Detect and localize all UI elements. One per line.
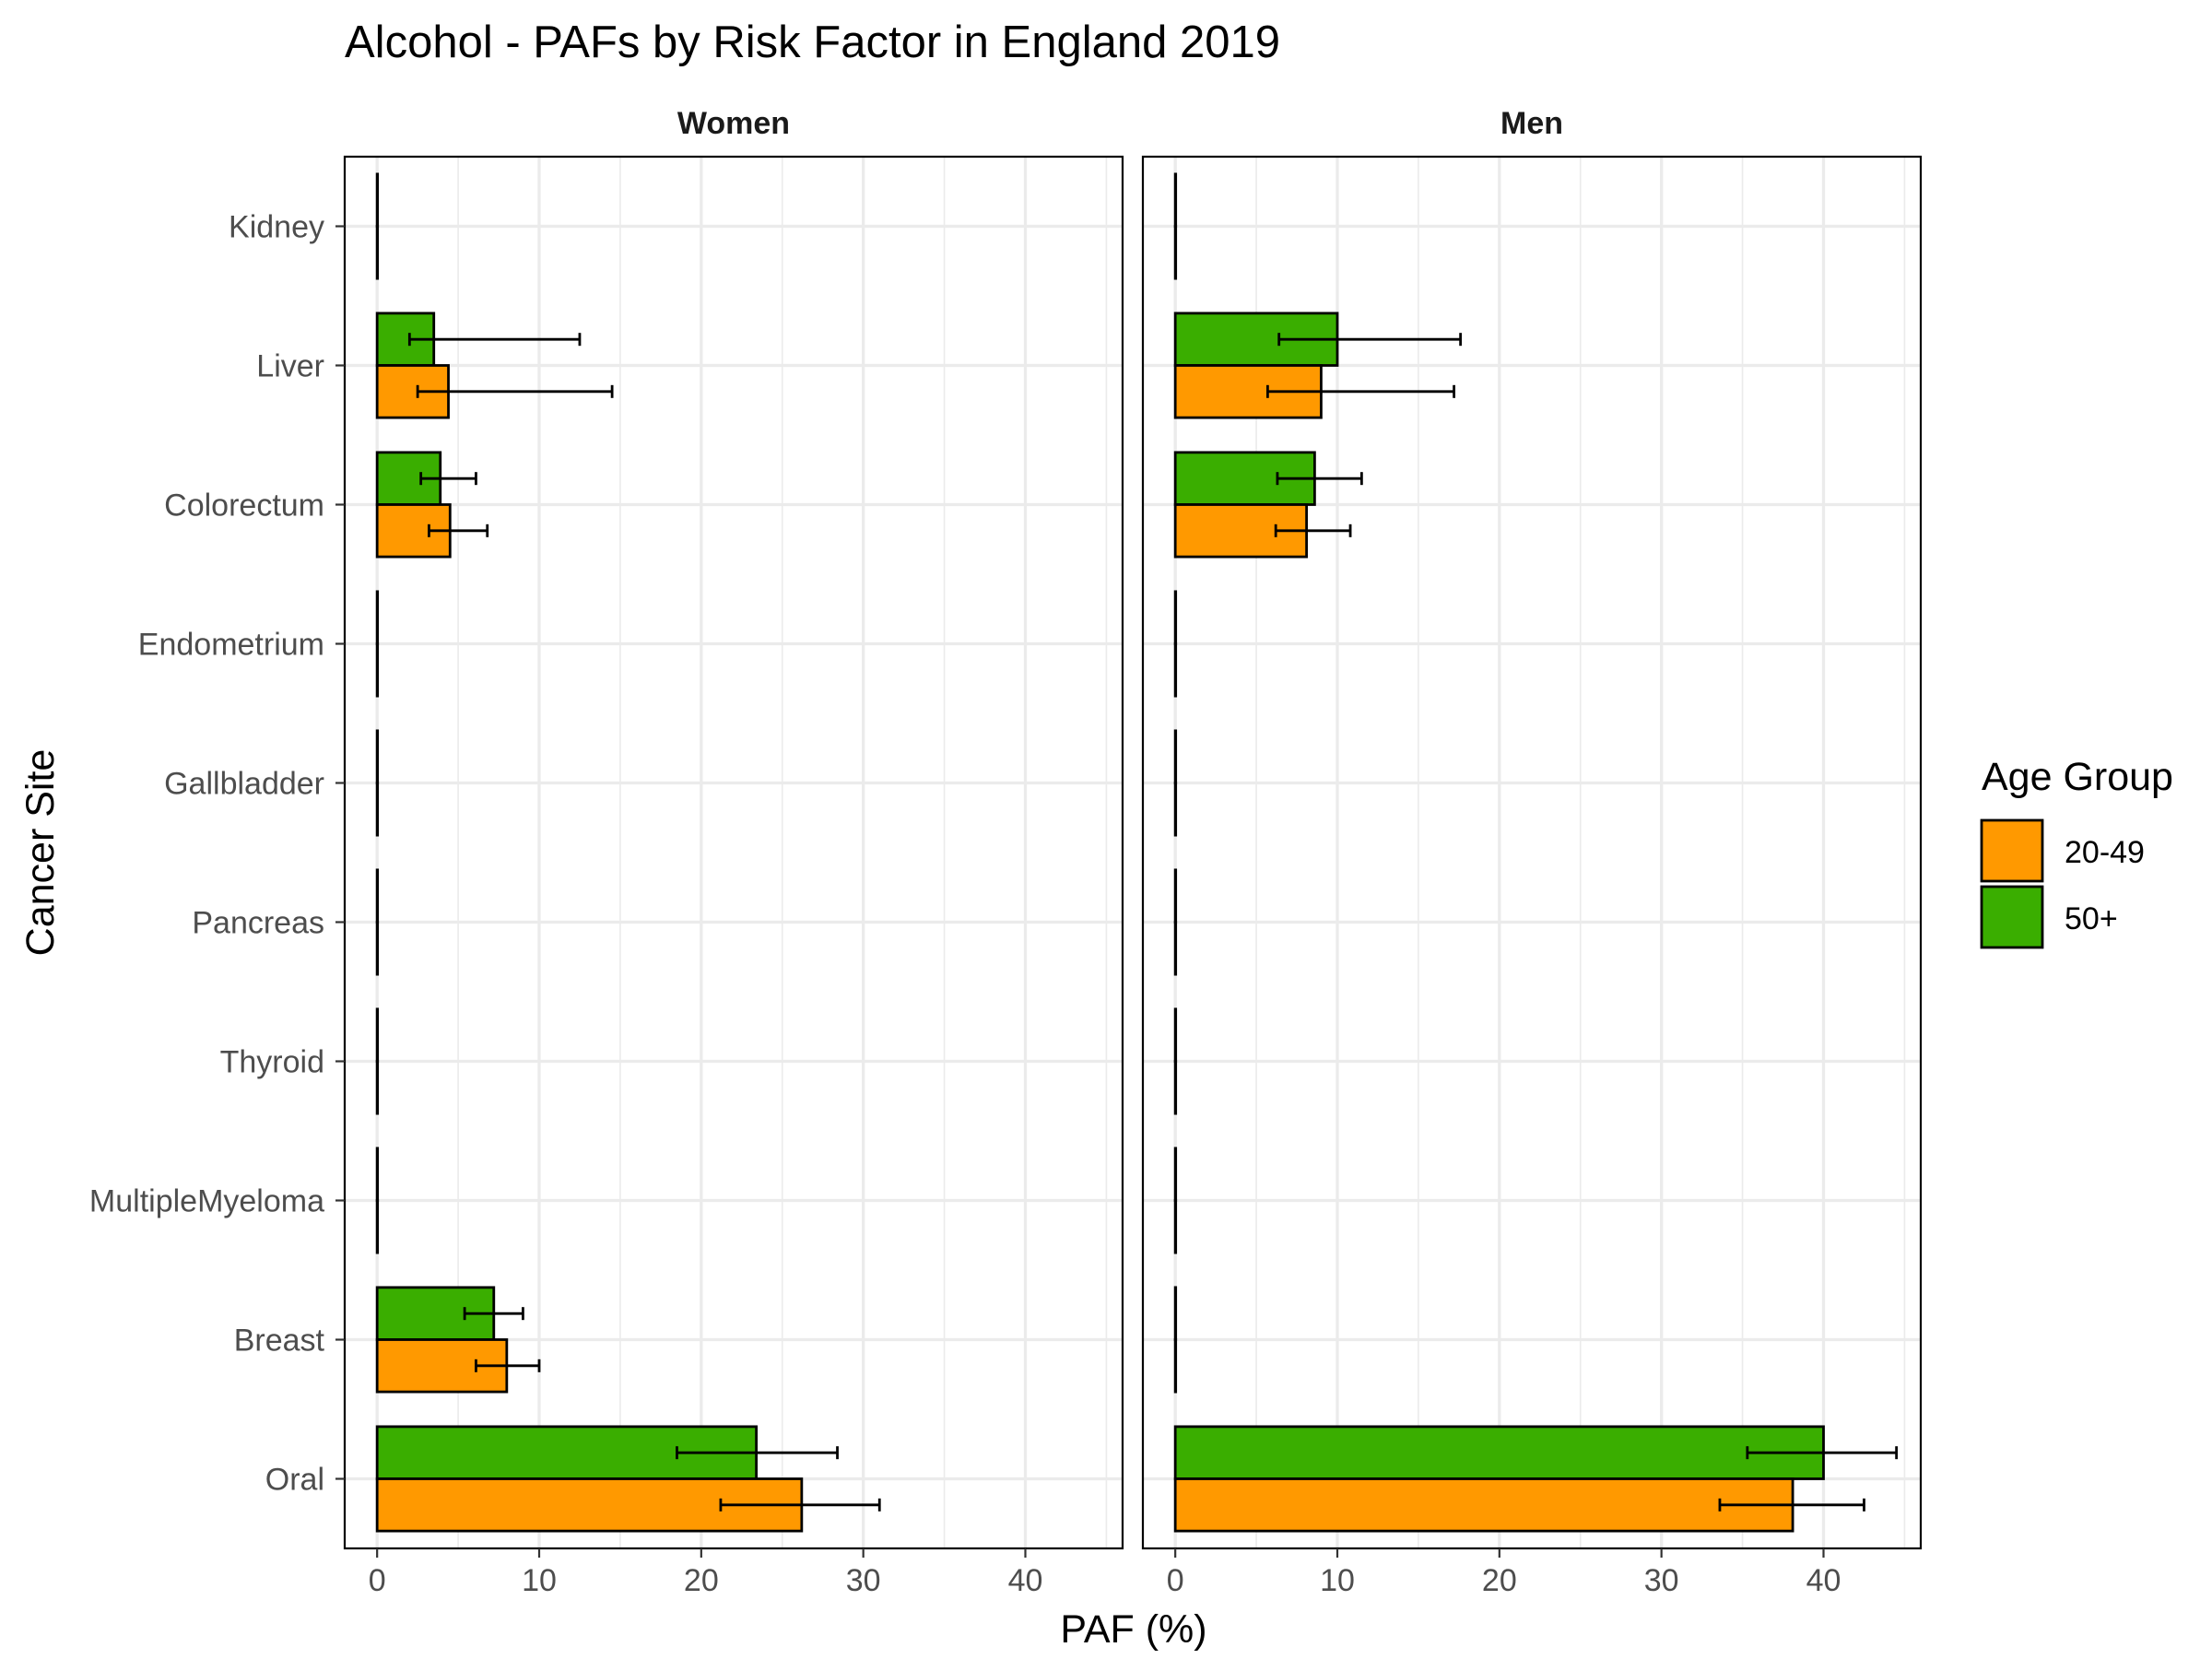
bar-men-pancreas-50: [1173, 868, 1178, 924]
y-tick-label-gallbladder: Gallbladder: [164, 767, 324, 802]
bar-women-gallbladder-20-49: [375, 782, 380, 837]
bar-women-pancreas-20-49: [375, 921, 380, 976]
bar-women-thyroid-50: [375, 1007, 380, 1063]
error-bar-women-liver-20-49: [416, 384, 614, 398]
panel-title-men: Men: [1500, 106, 1563, 141]
bar-women-multiplemyeloma-50: [375, 1147, 380, 1202]
x-tick-label: 10: [522, 1563, 557, 1598]
error-bar-women-oral-20-49: [719, 1498, 881, 1512]
y-tick-label-kidney: Kidney: [229, 210, 324, 245]
x-tick-label: 0: [369, 1563, 386, 1598]
error-bar-women-colorectum-50: [419, 472, 477, 486]
bar-women-kidney-20-49: [375, 225, 380, 280]
bar-women-gallbladder-50: [375, 729, 380, 784]
chart-title: Alcohol - PAFs by Risk Factor in England…: [345, 18, 1280, 67]
bar-men-endometrium-20-49: [1173, 642, 1178, 698]
bar-women-multiplemyeloma-20-49: [375, 1199, 380, 1254]
y-tick-label-breast: Breast: [234, 1324, 325, 1359]
error-bar-men-oral-20-49: [1718, 1498, 1865, 1512]
bar-men-endometrium-50: [1173, 590, 1178, 645]
panel-women: Women 0 10 20 30 40: [343, 106, 1124, 1598]
bar-women-kidney-50: [375, 172, 380, 228]
x-axis-title: PAF (%): [1060, 1607, 1206, 1652]
panel-men: Men 0 10 20 30 40: [1141, 106, 1923, 1598]
x-tick-label: 20: [684, 1563, 719, 1598]
y-axis-labels: Kidney Liver Colorectum Endometrium Gallblad…: [89, 210, 345, 1498]
error-bar-women-breast-50: [463, 1307, 524, 1321]
legend: Age Group 20-49 50+: [1980, 755, 2173, 949]
y-tick-label-multiplemyeloma: MultipleMyeloma: [89, 1184, 324, 1219]
error-bar-women-colorectum-20-49: [428, 524, 489, 537]
bar-men-breast-50: [1173, 1286, 1178, 1341]
bar-women-pancreas-50: [375, 868, 380, 924]
x-tick-label: 40: [1008, 1563, 1043, 1598]
y-tick-label-thyroid: Thyroid: [220, 1045, 324, 1080]
y-axis-title: Cancer Site: [18, 749, 63, 957]
x-tick-label: 0: [1167, 1563, 1184, 1598]
bar-women-endometrium-50: [375, 590, 380, 645]
x-tick-label: 40: [1806, 1563, 1841, 1598]
bar-men-thyroid-20-49: [1173, 1060, 1178, 1115]
bar-men-pancreas-20-49: [1173, 921, 1178, 976]
panel-border-men: [1141, 155, 1923, 1550]
bar-men-gallbladder-20-49: [1173, 782, 1178, 837]
bar-men-kidney-50: [1173, 172, 1178, 228]
y-tick-label-oral: Oral: [265, 1463, 324, 1498]
error-bar-men-colorectum-20-49: [1274, 524, 1352, 537]
panel-border-women: [343, 155, 1124, 1550]
bar-men-multiplemyeloma-50: [1173, 1147, 1178, 1202]
legend-label-50: 50+: [2065, 901, 2118, 936]
y-tick-label-liver: Liver: [256, 349, 324, 384]
bar-men-multiplemyeloma-20-49: [1173, 1199, 1178, 1254]
bar-men-oral-50: [1173, 1425, 1825, 1480]
error-bar-men-liver-50: [1277, 333, 1463, 347]
error-bar-men-oral-50: [1746, 1446, 1899, 1460]
bar-men-kidney-20-49: [1173, 225, 1178, 280]
legend-label-20-49: 20-49: [2065, 835, 2145, 870]
x-tick-label: 10: [1320, 1563, 1355, 1598]
bar-men-oral-20-49: [1173, 1477, 1794, 1533]
bar-women-thyroid-20-49: [375, 1060, 380, 1115]
legend-key-50: [1980, 885, 2044, 949]
bar-men-thyroid-50: [1173, 1007, 1178, 1063]
x-tick-label: 30: [1644, 1563, 1679, 1598]
error-bar-women-breast-20-49: [475, 1359, 541, 1372]
y-tick-label-endometrium: Endometrium: [138, 628, 324, 663]
error-bar-men-liver-20-49: [1265, 384, 1455, 398]
bar-men-gallbladder-50: [1173, 729, 1178, 784]
bar-men-breast-20-49: [1173, 1338, 1178, 1394]
error-bar-women-oral-50: [676, 1446, 839, 1460]
legend-title: Age Group: [1982, 755, 2173, 799]
legend-key-20-49: [1980, 818, 2044, 883]
bar-women-endometrium-20-49: [375, 642, 380, 698]
y-tick-label-pancreas: Pancreas: [192, 906, 324, 941]
error-bar-women-liver-50: [407, 333, 582, 347]
y-tick-label-colorectum: Colorectum: [164, 488, 324, 524]
panels: Women 0 10 20 30 40 Men 0 10 20 30 40: [343, 106, 1923, 1598]
x-tick-label: 20: [1482, 1563, 1517, 1598]
x-tick-label: 30: [846, 1563, 881, 1598]
panel-title-women: Women: [677, 106, 790, 141]
error-bar-men-colorectum-50: [1276, 472, 1363, 486]
